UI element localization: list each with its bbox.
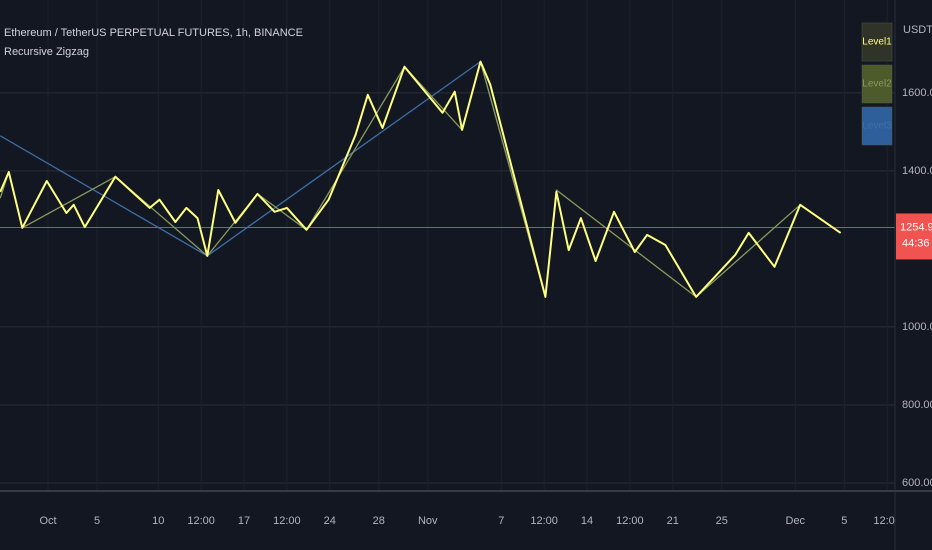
legend: Level1 Level2 Level3 xyxy=(861,22,893,146)
last-price-box xyxy=(896,213,932,260)
x-tick-label: 12:00 xyxy=(273,515,301,527)
x-tick-label: 12:00 xyxy=(616,515,644,527)
time-axis: Oct 5 10 12:00 17 12:00 24 28 Nov 7 12:00 14 12:00 21… xyxy=(39,515,901,527)
x-tick-label: 5 xyxy=(94,515,100,527)
legend-box xyxy=(861,106,893,146)
x-tick-label: Dec xyxy=(786,515,806,527)
x-tick-label: Nov xyxy=(418,515,438,527)
zigzag-line xyxy=(0,60,842,298)
legend-label: Level2 xyxy=(862,79,892,90)
x-tick-label: 10 xyxy=(152,515,164,527)
y-tick-label: 1400.00 xyxy=(902,165,932,177)
x-tick-label: 12:00 xyxy=(873,515,901,527)
x-tick-label: 21 xyxy=(667,515,679,527)
plot-area xyxy=(0,60,895,298)
y-axis-label: USDT xyxy=(903,24,932,36)
y-tick-label: 1000.00 xyxy=(902,321,932,333)
price-axis: 600.00 800.00 1000.00 1400.00 1600.00 xyxy=(902,87,932,489)
x-tick-label: 5 xyxy=(841,515,847,527)
x-tick-label: 24 xyxy=(324,515,336,527)
legend-label: Level3 xyxy=(862,121,892,132)
x-tick-label: 28 xyxy=(373,515,385,527)
countdown-text: 44:36 xyxy=(902,237,930,249)
x-tick-label: Oct xyxy=(39,515,56,527)
y-tick-label: 1600.00 xyxy=(902,87,932,99)
last-price-text: 1254.98 xyxy=(900,221,932,233)
grid xyxy=(0,0,895,490)
legend-box xyxy=(861,64,893,104)
indicator-name: Recursive Zigzag xyxy=(4,46,89,58)
x-tick-label: 25 xyxy=(716,515,728,527)
legend-label: Level1 xyxy=(862,37,892,48)
y-tick-label: 600.00 xyxy=(902,477,932,489)
y-tick-label: 800.00 xyxy=(902,399,932,411)
last-price-label: 1254.98 44:36 xyxy=(896,213,932,260)
x-tick-label: 7 xyxy=(498,515,504,527)
legend-box xyxy=(861,22,893,62)
x-tick-label: 17 xyxy=(238,515,250,527)
x-tick-label: 14 xyxy=(581,515,593,527)
chart-title: Ethereum / TetherUS PERPETUAL FUTURES, 1… xyxy=(4,27,303,39)
x-tick-label: 12:00 xyxy=(187,515,215,527)
x-tick-label: 12:00 xyxy=(530,515,558,527)
